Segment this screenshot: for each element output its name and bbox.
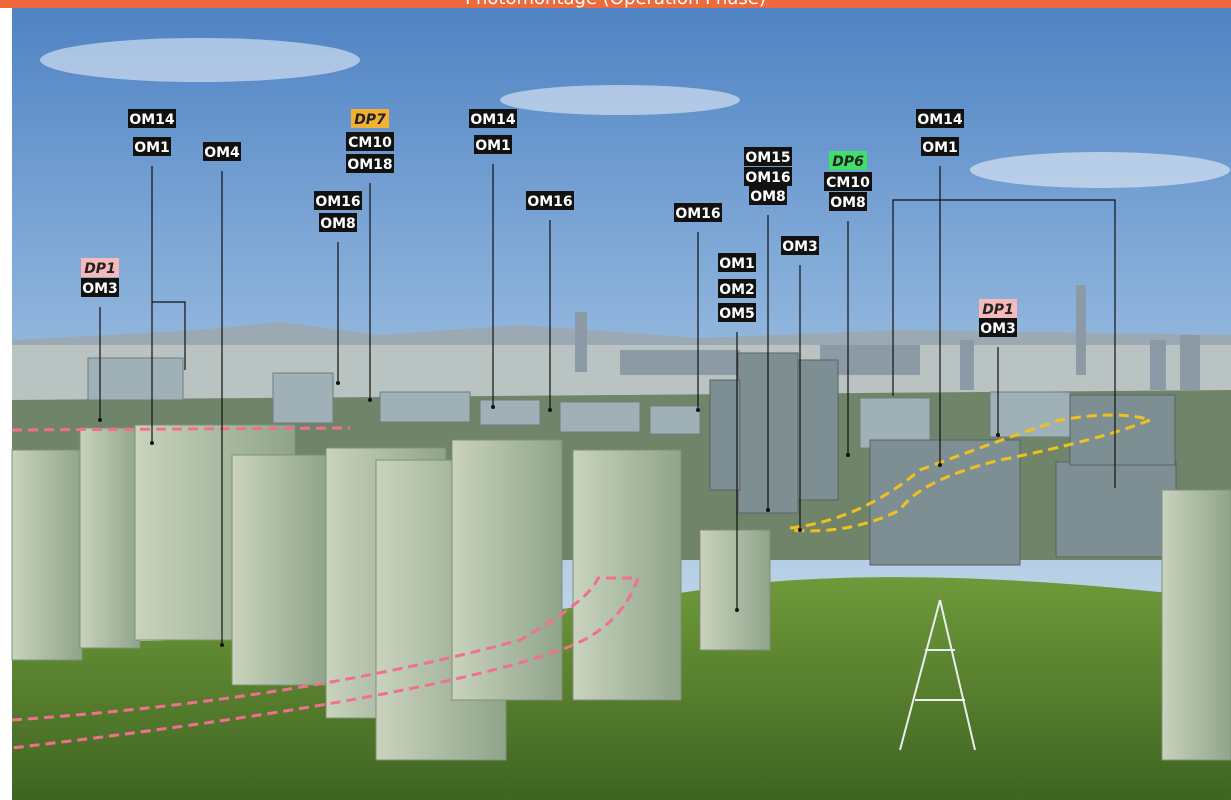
zone-label: OM15 (745, 150, 790, 166)
leader-dot (548, 408, 552, 412)
zone-label: OM3 (980, 321, 1016, 337)
photomontage: OM14 OM1 OM4 DP7 CM10 OM18 OM16 OM8 OM14 OM1 OM16 O… (0, 0, 1231, 800)
leader-dot (996, 433, 1000, 437)
leader-dot (220, 643, 224, 647)
zone-label: OM3 (82, 281, 118, 297)
zone-label: OM1 (134, 140, 170, 156)
zone-label: OM18 (347, 157, 392, 173)
zone-label: CM10 (348, 135, 392, 151)
leader-dot (368, 398, 372, 402)
page: Photomontage (Operation Phase) (0, 0, 1231, 800)
zone-label: CM10 (826, 175, 870, 191)
zone-label: OM16 (315, 194, 360, 210)
leader-dot (696, 408, 700, 412)
zone-label: OM1 (475, 138, 511, 154)
phase-label: DP6 (832, 154, 864, 170)
zone-label: OM8 (320, 216, 356, 232)
zone-label: OM3 (782, 239, 818, 255)
zone-label: OM14 (917, 112, 963, 128)
leader-dot (336, 381, 340, 385)
zone-label: OM16 (675, 206, 720, 222)
leader-dot (150, 441, 154, 445)
zone-label: OM4 (204, 145, 240, 161)
zone-label: OM16 (745, 170, 790, 186)
leader-dot (798, 528, 802, 532)
zone-label: OM14 (129, 112, 175, 128)
zone-label: OM2 (719, 282, 755, 298)
zone-label: OM14 (470, 112, 516, 128)
leader-dot (491, 405, 495, 409)
zone-label: OM16 (527, 194, 572, 210)
leader-dot (846, 453, 850, 457)
zone-label: OM5 (719, 306, 755, 322)
zone-label: OM1 (719, 256, 755, 272)
zone-label: OM8 (750, 189, 786, 205)
zone-label: OM1 (922, 140, 958, 156)
phase-label: DP1 (84, 261, 116, 277)
phase-label: DP1 (982, 302, 1014, 318)
leader-dot (735, 608, 739, 612)
leader-dot (766, 508, 770, 512)
leader-dot (938, 463, 942, 467)
scenery (12, 8, 1231, 800)
zone-label: OM8 (830, 195, 866, 211)
phase-label: DP7 (354, 112, 386, 128)
leader-dot (98, 418, 102, 422)
